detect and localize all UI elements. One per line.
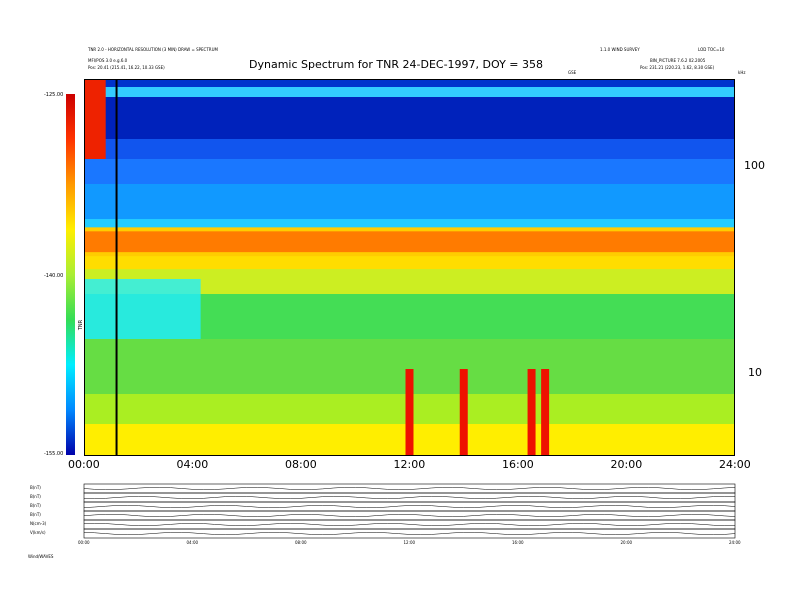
header-left-line2: MFI/POS 3.0 e.g.6.0	[88, 58, 128, 63]
type3-burst-3	[541, 369, 550, 456]
panel-label-2: B(nT)	[30, 503, 41, 508]
y-tick-100: 100	[744, 159, 765, 172]
panel-x-tick-0: 00:00	[78, 540, 90, 545]
type3-burst-0	[405, 369, 414, 456]
panel-trace-5	[83, 532, 736, 535]
type3-burst-1	[459, 369, 468, 456]
spectrum-band-1	[84, 87, 735, 97]
spectrum-band-4	[84, 159, 735, 184]
spectrum-band-3	[84, 139, 735, 159]
panel-label-3: B(nT)	[30, 512, 41, 517]
type3-burst-2	[527, 369, 536, 456]
spectrogram-svg	[84, 79, 735, 456]
chart-title: Dynamic Spectrum for TNR 24-DEC-1997, DO…	[249, 58, 543, 71]
header-left-line1: TNR 2.0 - HORIZONTAL RESOLUTION (3 MIN) …	[88, 47, 218, 52]
spectrum-band-8	[84, 254, 735, 269]
panel-trace-1	[83, 496, 736, 499]
panel-trace-4	[83, 523, 736, 526]
panel-label-1: B(nT)	[30, 494, 41, 499]
panel-label-4: N(cm-3)	[30, 521, 47, 526]
spectrum-band-2	[84, 97, 735, 139]
colorbar-tick-mid: -140.00	[44, 273, 64, 279]
header-right-line4: Pos: 231.21 (220.23, 1.62, 8.30 GSE)	[640, 65, 715, 70]
x-tick-0: 00:00	[68, 458, 100, 471]
bottom-panels: B(nT) B(nT) B(nT) B(nT) N(cm-3) V(km/s) 00:00 0…	[30, 483, 741, 545]
x-tick-3: 12:00	[393, 458, 426, 471]
plot-frame	[84, 79, 735, 456]
colorbar	[66, 94, 75, 455]
header-right-line2: LOD TOC=10	[698, 47, 725, 52]
spectrum-band-5	[84, 184, 735, 219]
panel-frame-5	[83, 528, 736, 539]
panel-x-tick-2: 08:00	[295, 540, 307, 545]
panel-trace-2	[83, 505, 736, 508]
header-right-line1: 1.1.0 WIND SURVEY	[600, 47, 640, 52]
header-left-line3: Pos: 20.41 (215.41, 16.22, 10.33 GSE)	[88, 65, 165, 70]
panel-x-tick-3: 12:00	[404, 540, 416, 545]
panel-label-5: V(km/s)	[30, 530, 46, 535]
colorbar-tick-bottom: -155.00	[44, 451, 64, 457]
early-cyan-patch	[84, 279, 201, 339]
x-tick-4: 16:00	[502, 458, 534, 471]
footer-label: Wind/WAVES	[28, 554, 54, 559]
panel-x-tick-6: 24:00	[729, 540, 741, 545]
header-right-mark: GSE	[568, 70, 577, 75]
header-right-line3: BIN_PICTURE 7.6.2 02.2005	[650, 58, 706, 63]
panel-trace-0	[83, 487, 736, 490]
panel-x-tick-5: 20:00	[621, 540, 633, 545]
panel-x-tick-1: 04:00	[187, 540, 199, 545]
spectrum-band-0	[84, 79, 735, 87]
x-tick-1: 04:00	[176, 458, 209, 471]
panel-trace-3	[83, 514, 736, 517]
header-right-unit: kHz	[738, 70, 746, 75]
x-tick-5: 20:00	[610, 458, 643, 471]
plasma-line-band	[84, 231, 735, 253]
early-burst-region	[84, 79, 106, 159]
panel-x-tick-4: 16:00	[512, 540, 524, 545]
colorbar-tick-top: -125.00	[44, 92, 64, 98]
x-tick-2: 08:00	[285, 458, 317, 471]
panel-label-0: B(nT)	[30, 485, 41, 490]
spectrogram-plot	[84, 79, 735, 456]
y-tick-10: 10	[748, 366, 762, 379]
x-tick-6: 24:00	[719, 458, 751, 471]
